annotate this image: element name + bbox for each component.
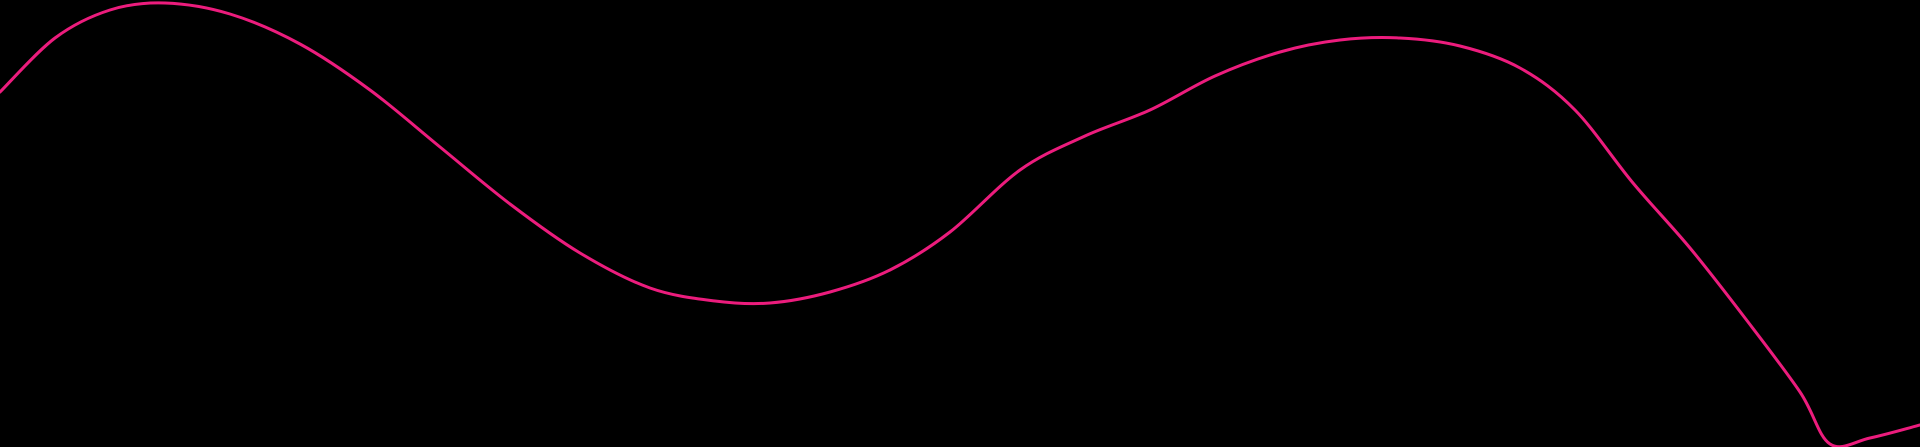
wave-plot-area xyxy=(0,0,1920,447)
wave-curve-line xyxy=(0,1,1920,447)
chart-canvas xyxy=(0,0,1920,447)
